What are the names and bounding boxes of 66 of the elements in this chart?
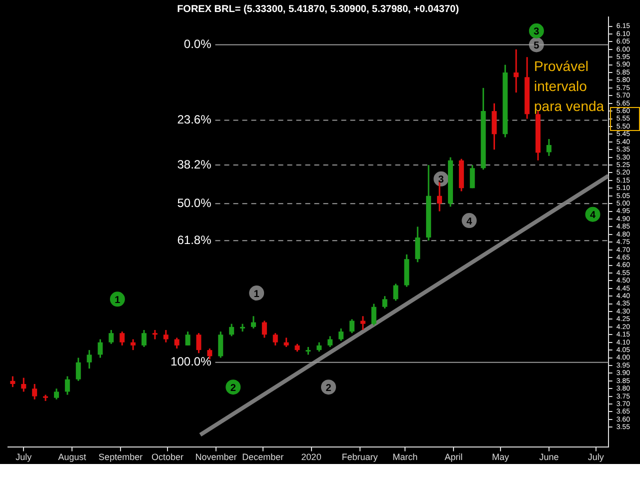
x-tick-label: July (588, 452, 604, 462)
annotation: 61.8% (177, 232, 212, 247)
candlestick (546, 138, 552, 157)
x-tick-label: April (444, 452, 463, 462)
annotation: 1 (254, 288, 260, 300)
x-tick-label: September (98, 452, 143, 462)
candlestick (185, 330, 190, 346)
candlestick (21, 377, 26, 392)
candlestick (64, 376, 70, 396)
annotation: 4 (466, 216, 472, 228)
candlestick (371, 303, 376, 326)
candlestick (338, 328, 344, 342)
annotation: 4 (590, 210, 596, 222)
annotation: 38.2% (177, 157, 212, 172)
x-tick-label: November (195, 452, 237, 462)
candlestick (32, 383, 38, 400)
annotation: 2 (230, 382, 236, 394)
annotation: 5 (534, 40, 540, 52)
candlestick (382, 295, 388, 310)
candlestick (262, 320, 267, 338)
candlestick (174, 336, 180, 350)
annotation: 1 (114, 294, 121, 306)
x-tick-label: February (342, 452, 378, 462)
annotation: 3 (534, 26, 540, 38)
candlestick (470, 164, 475, 189)
candlestick (130, 338, 136, 351)
candlestick (108, 329, 114, 345)
x-tick-label: 2020 (301, 452, 322, 462)
annotation: 100.0% (170, 354, 212, 369)
candlestick (98, 338, 103, 359)
candlestick (196, 332, 202, 354)
candlestick (316, 342, 322, 352)
candlestick (86, 349, 92, 370)
x-tick-label: October (151, 452, 184, 462)
x-tick-label: July (16, 452, 32, 462)
candlestick (120, 330, 125, 346)
annotation: Provável intervalo para venda (534, 57, 606, 116)
candlestick (76, 357, 81, 382)
candlestick (54, 388, 59, 400)
x-tick-label: May (492, 452, 510, 462)
annotation: 2 (326, 382, 332, 394)
candlestick (514, 48, 519, 94)
candlestick (152, 329, 158, 340)
candlestick (360, 315, 366, 331)
x-tick-label: August (58, 452, 87, 462)
candlestick (415, 226, 420, 263)
candlestick (142, 329, 147, 348)
annotation: 50.0% (177, 196, 212, 210)
x-tick-label: June (539, 452, 559, 462)
candlestick (10, 376, 16, 388)
candlestick (393, 283, 398, 302)
candlestick (492, 102, 497, 150)
x-tick-label: December (242, 452, 284, 462)
chart-title: FOREX BRL= (5.33300, 5.41870, 5.30900, 5.37980, +0.04370) (177, 4, 459, 15)
candlestick (250, 315, 256, 330)
candlestick (229, 323, 234, 337)
annotation: 23.6% (177, 112, 212, 127)
annotation: 0.0% (184, 37, 212, 52)
candlestick (163, 329, 168, 344)
candlestick (272, 332, 278, 346)
candlestick (218, 330, 224, 359)
candlestick (284, 336, 289, 348)
annotation: 3 (438, 174, 444, 186)
candlestick (328, 335, 333, 348)
x-tick-label: March (392, 452, 418, 462)
candlestick (349, 318, 354, 334)
